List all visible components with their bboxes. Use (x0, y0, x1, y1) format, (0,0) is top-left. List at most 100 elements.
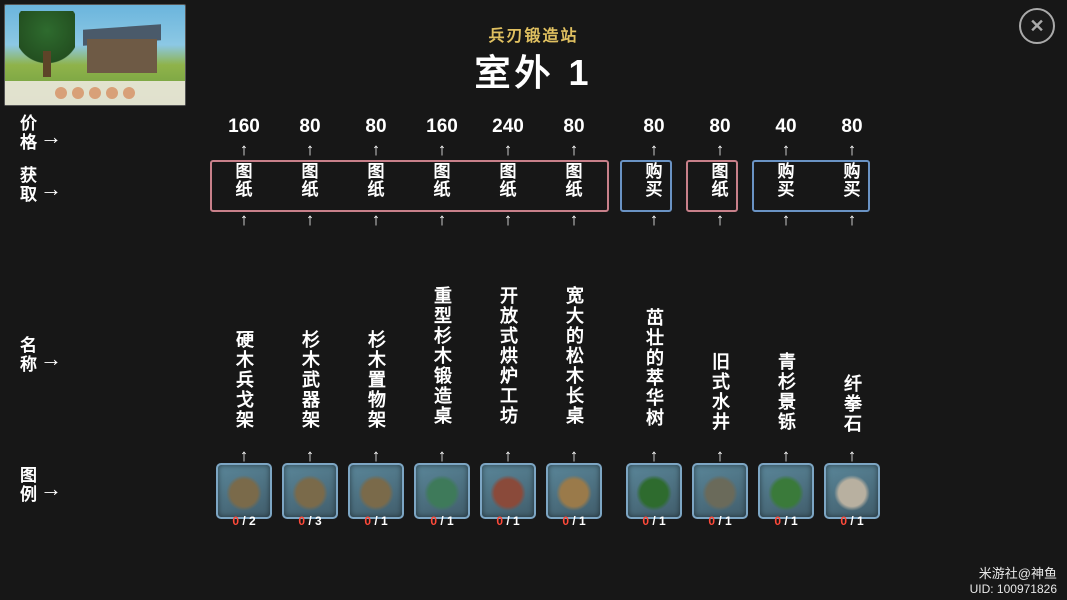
item-method: 图纸 (346, 163, 406, 199)
arrow-up-icon: ↑ (478, 210, 538, 230)
item-count: 0 / 1 (756, 514, 816, 528)
item-count: 0 / 1 (690, 514, 750, 528)
item-column: 80↑图纸↑杉木武器架↑0 / 3 (280, 0, 340, 560)
item-card[interactable] (282, 463, 338, 519)
arrow-up-icon: ↑ (214, 210, 274, 230)
item-count: 0 / 1 (544, 514, 604, 528)
item-count: 0 / 1 (346, 514, 406, 528)
item-card[interactable] (626, 463, 682, 519)
row-arrow-legend: → (40, 476, 62, 502)
item-icon (356, 471, 396, 511)
item-method: 图纸 (214, 163, 274, 199)
arrow-up-icon: ↑ (822, 140, 882, 160)
item-column: 80↑图纸↑旧式水井↑0 / 1 (690, 0, 750, 560)
item-card[interactable] (348, 463, 404, 519)
row-label-price: 价格 (14, 114, 39, 152)
arrow-up-icon: ↑ (346, 140, 406, 160)
item-price: 80 (690, 116, 750, 138)
item-column: 160↑图纸↑硬木兵戈架↑0 / 2 (214, 0, 274, 560)
item-card[interactable] (216, 463, 272, 519)
item-name: 宽大的松木长桌 (544, 286, 604, 426)
item-count: 0 / 1 (624, 514, 684, 528)
item-column: 40↑购买↑青杉景铄↑0 / 1 (756, 0, 816, 560)
item-column: 80↑购买↑茁壮的萃华树↑0 / 1 (624, 0, 684, 560)
item-icon (634, 471, 674, 511)
row-label-legend: 图例 (14, 466, 39, 504)
item-icon (488, 471, 528, 511)
item-price: 80 (544, 116, 604, 138)
item-price: 40 (756, 116, 816, 138)
item-price: 160 (214, 116, 274, 138)
item-count: 0 / 2 (214, 514, 274, 528)
item-card[interactable] (692, 463, 748, 519)
item-column: 160↑图纸↑重型杉木锻造桌↑0 / 1 (412, 0, 472, 560)
item-price: 80 (346, 116, 406, 138)
item-name: 茁壮的萃华树 (624, 308, 684, 428)
item-card[interactable] (480, 463, 536, 519)
item-name: 硬木兵戈架 (214, 330, 274, 430)
item-price: 80 (822, 116, 882, 138)
row-arrow-price: → (40, 124, 62, 150)
item-card[interactable] (824, 463, 880, 519)
item-method: 图纸 (478, 163, 538, 199)
item-icon (224, 471, 264, 511)
item-icon (766, 471, 806, 511)
arrow-up-icon: ↑ (280, 140, 340, 160)
item-name: 青杉景铄 (756, 352, 816, 432)
credit-text: 米游社@神鱼 (979, 563, 1057, 582)
item-card[interactable] (546, 463, 602, 519)
arrow-up-icon: ↑ (624, 140, 684, 160)
arrow-up-icon: ↑ (478, 140, 538, 160)
arrow-up-icon: ↑ (624, 210, 684, 230)
item-price: 160 (412, 116, 472, 138)
item-column: 80↑图纸↑杉木置物架↑0 / 1 (346, 0, 406, 560)
row-arrow-method: → (40, 176, 62, 202)
arrow-up-icon: ↑ (214, 140, 274, 160)
arrow-up-icon: ↑ (280, 210, 340, 230)
arrow-up-icon: ↑ (346, 210, 406, 230)
item-method: 购买 (756, 163, 816, 199)
item-name: 纤拳石 (822, 374, 882, 434)
item-column: 240↑图纸↑开放式烘炉工坊↑0 / 1 (478, 0, 538, 560)
item-name: 开放式烘炉工坊 (478, 286, 538, 426)
arrow-up-icon: ↑ (412, 140, 472, 160)
item-card[interactable] (758, 463, 814, 519)
arrow-up-icon: ↑ (756, 140, 816, 160)
arrow-up-icon: ↑ (544, 140, 604, 160)
item-count: 0 / 1 (822, 514, 882, 528)
item-price: 240 (478, 116, 538, 138)
arrow-up-icon: ↑ (756, 210, 816, 230)
item-count: 0 / 3 (280, 514, 340, 528)
item-method: 图纸 (544, 163, 604, 199)
item-method: 图纸 (280, 163, 340, 199)
item-name: 杉木武器架 (280, 330, 340, 430)
item-count: 0 / 1 (478, 514, 538, 528)
uid-text: UID: 100971826 (970, 582, 1057, 596)
item-method: 图纸 (690, 163, 750, 199)
item-column: 80↑图纸↑宽大的松木长桌↑0 / 1 (544, 0, 604, 560)
row-label-method: 获取 (14, 166, 39, 204)
item-column: 80↑购买↑纤拳石↑0 / 1 (822, 0, 882, 560)
item-icon (422, 471, 462, 511)
item-method: 购买 (822, 163, 882, 199)
arrow-up-icon: ↑ (544, 210, 604, 230)
item-icon (290, 471, 330, 511)
arrow-up-icon: ↑ (690, 210, 750, 230)
item-name: 杉木置物架 (346, 330, 406, 430)
row-label-name: 名称 (14, 336, 39, 374)
item-name: 重型杉木锻造桌 (412, 286, 472, 426)
item-method: 购买 (624, 163, 684, 199)
item-price: 80 (624, 116, 684, 138)
item-icon (832, 471, 872, 511)
item-count: 0 / 1 (412, 514, 472, 528)
arrow-up-icon: ↑ (822, 210, 882, 230)
item-name: 旧式水井 (690, 352, 750, 432)
item-card[interactable] (414, 463, 470, 519)
item-method: 图纸 (412, 163, 472, 199)
item-price: 80 (280, 116, 340, 138)
row-arrow-name: → (40, 346, 62, 372)
arrow-up-icon: ↑ (412, 210, 472, 230)
arrow-up-icon: ↑ (690, 140, 750, 160)
item-icon (554, 471, 594, 511)
item-icon (700, 471, 740, 511)
